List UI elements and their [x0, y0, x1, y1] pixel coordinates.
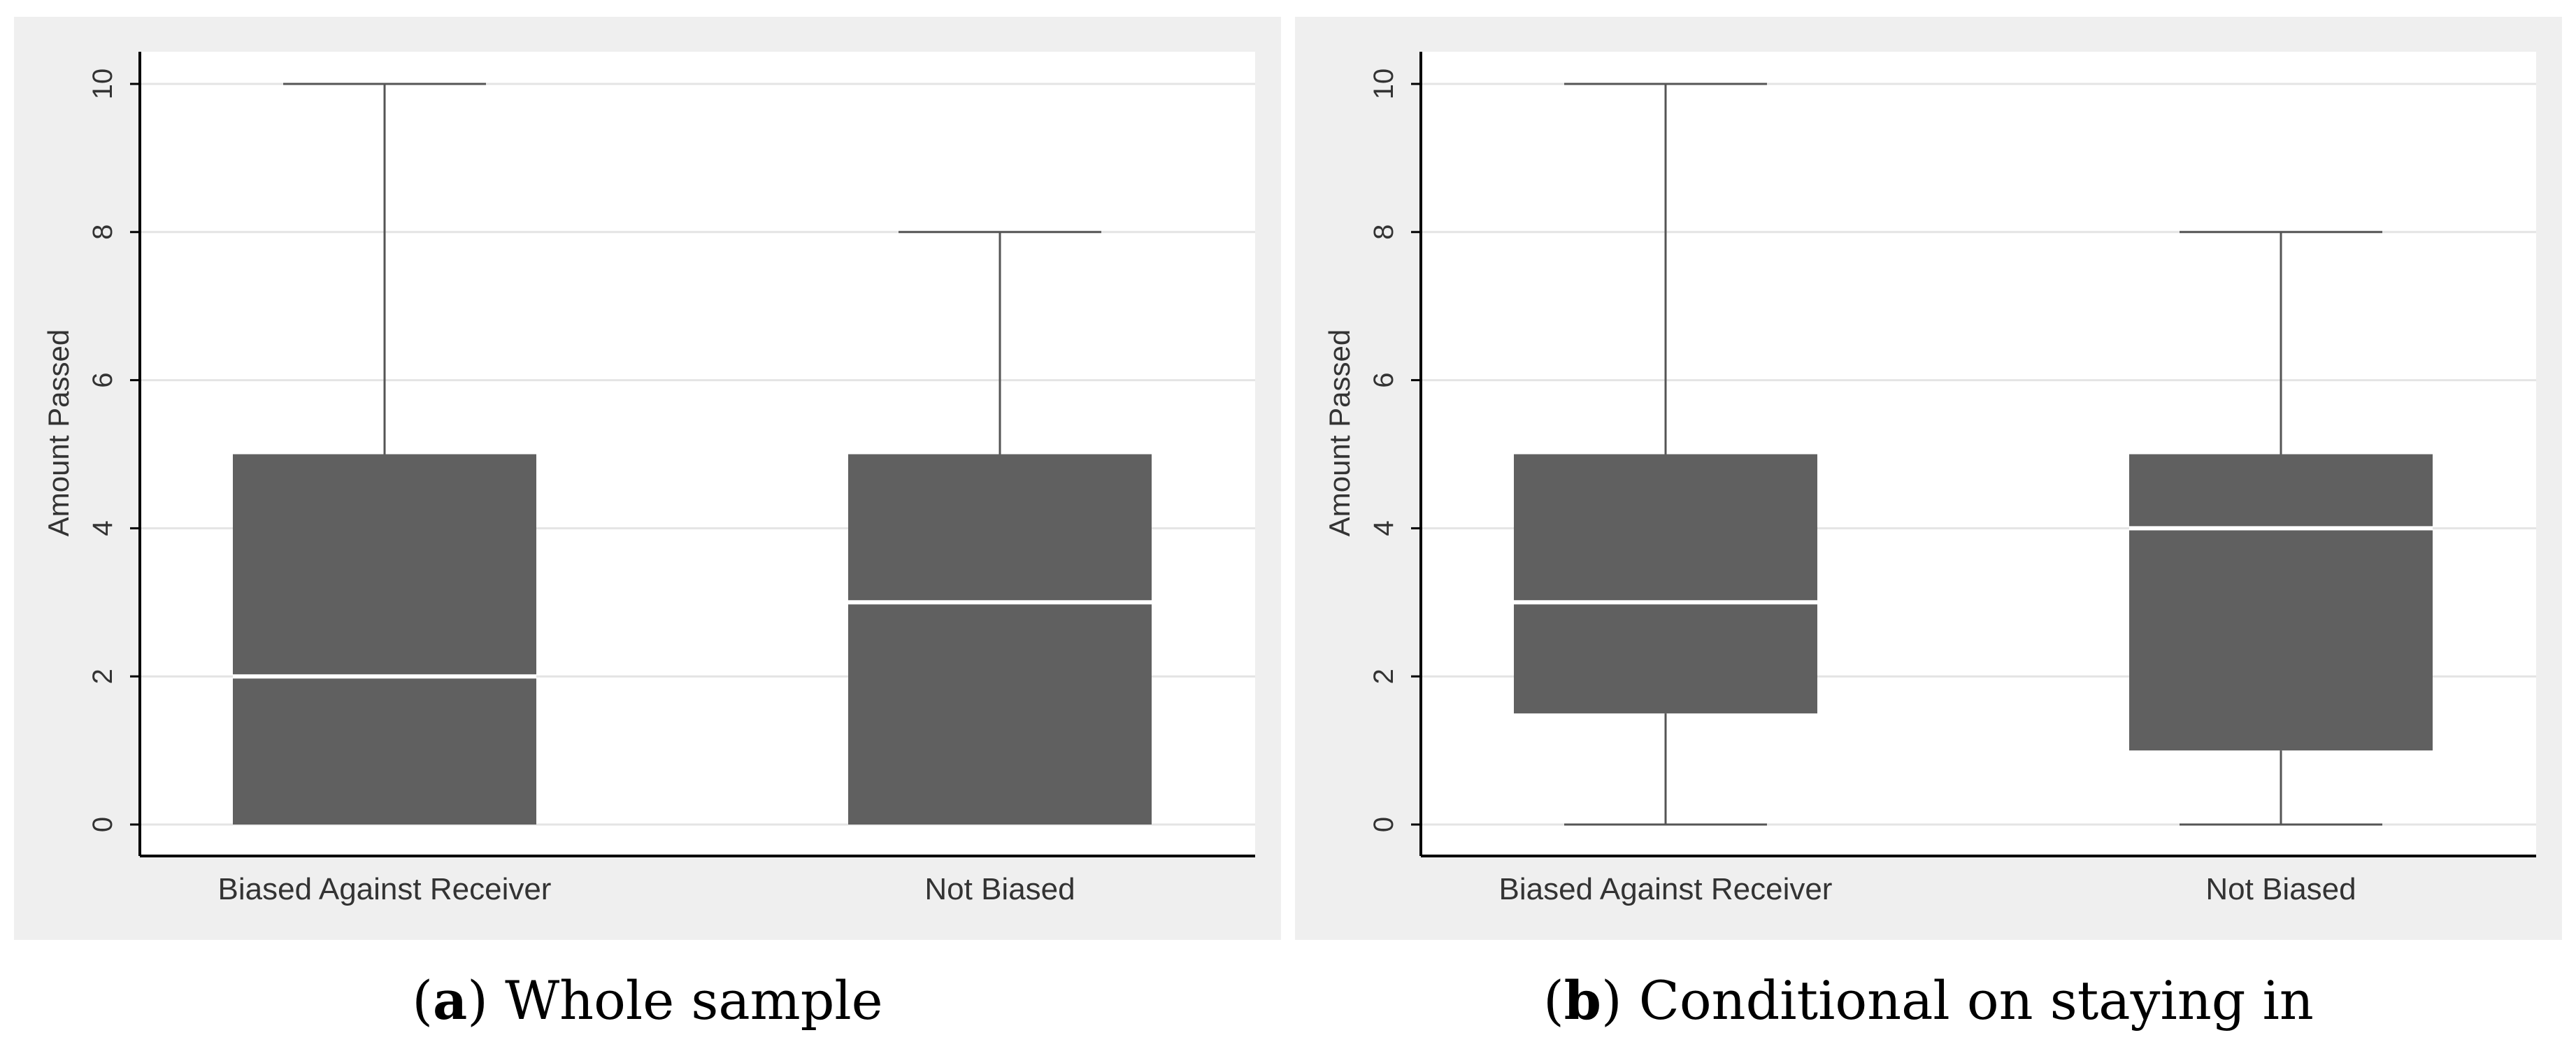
caption-b-letter: b [1564, 969, 1601, 1032]
chart-panel-a: 0 2 4 6 8 10 Amount Passed Biased Against Recei… [14, 17, 1281, 940]
box-plot-whole-sample: 0 2 4 6 8 10 Amount Passed Biased Against Recei… [42, 52, 1255, 906]
y-tick-label: 2 [87, 669, 118, 684]
box-iqr [2129, 454, 2433, 751]
y-tick-label: 0 [87, 817, 118, 832]
caption-a-letter: a [433, 969, 468, 1032]
caption-b-text: Conditional on staying in [1638, 969, 2314, 1032]
y-tick-label: 6 [1368, 372, 1399, 387]
box-iqr [1514, 454, 1817, 714]
chart-panel-b: 0 2 4 6 8 10 Amount Passed Biased Against Recei… [1295, 17, 2562, 940]
y-tick-label: 8 [1368, 224, 1399, 240]
x-category-label: Not Biased [924, 872, 1075, 906]
y-tick-label: 4 [87, 520, 118, 536]
x-category-label: Not Biased [2205, 872, 2356, 906]
caption-a-text: Whole sample [505, 969, 883, 1032]
y-tick-label: 10 [87, 69, 118, 100]
x-category-label: Biased Against Receiver [218, 872, 552, 906]
y-tick-label: 8 [87, 224, 118, 240]
y-tick-label: 6 [87, 372, 118, 387]
box-iqr [848, 454, 1152, 825]
caption-b: (b) Conditional on staying in [1543, 969, 2314, 1032]
box-plot-conditional: 0 2 4 6 8 10 Amount Passed Biased Against Recei… [1323, 52, 2536, 906]
caption-a: (a) Whole sample [412, 969, 883, 1032]
y-tick-label: 4 [1368, 520, 1399, 536]
y-tick-label: 10 [1368, 69, 1399, 100]
y-axis-label: Amount Passed [42, 329, 75, 537]
y-axis-label: Amount Passed [1323, 329, 1356, 537]
x-category-label: Biased Against Receiver [1499, 872, 1833, 906]
y-tick-label: 2 [1368, 669, 1399, 684]
box-iqr [233, 454, 536, 825]
y-tick-label: 0 [1368, 817, 1399, 832]
